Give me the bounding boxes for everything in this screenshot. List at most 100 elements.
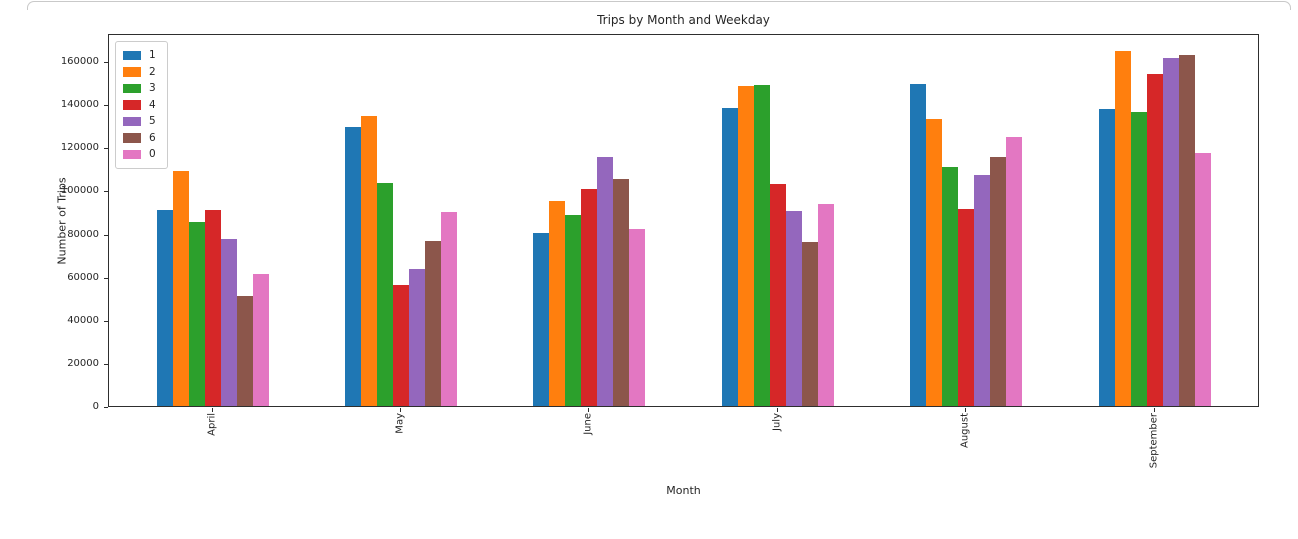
bar-september-weekday-3 (1130, 112, 1147, 406)
x-tick-may (399, 408, 401, 412)
x-tick-september (1153, 408, 1155, 412)
bar-may-weekday-1 (344, 127, 361, 406)
x-axis-label: Month (666, 484, 701, 497)
legend-swatch-6 (123, 133, 141, 143)
x-tick-label-april: April (206, 413, 217, 436)
collapsed-panel-top-border (27, 1, 1291, 10)
x-tick-label-may: May (394, 413, 406, 434)
bar-july-weekday-6 (801, 241, 818, 406)
legend-entry-6: 6 (123, 130, 156, 147)
bar-june-weekday-4 (581, 189, 598, 406)
legend-swatch-5 (123, 116, 141, 126)
y-tick-label-0: 0 (92, 401, 99, 412)
bar-may-weekday-5 (408, 268, 425, 406)
bar-june-weekday-5 (597, 156, 614, 406)
y-tick-label-60000: 60000 (67, 271, 99, 283)
bar-july-weekday-5 (785, 210, 802, 406)
x-tick-label-september: September (1148, 413, 1159, 469)
legend-entry-4: 4 (123, 97, 156, 114)
y-tick-100000 (104, 191, 108, 193)
y-tick-label-140000: 140000 (60, 99, 99, 111)
bar-june-weekday-2 (549, 201, 566, 406)
legend-entry-0: 0 (123, 146, 156, 163)
bar-april-weekday-1 (156, 209, 173, 406)
bar-september-weekday-6 (1178, 55, 1195, 406)
legend-entry-1: 1 (123, 47, 156, 64)
legend-swatch-1 (123, 50, 141, 60)
y-tick-label-160000: 160000 (60, 56, 99, 67)
legend-label-3: 3 (149, 82, 156, 94)
x-tick-june (588, 408, 590, 412)
legend-label-6: 6 (149, 131, 156, 144)
bar-august-weekday-6 (990, 156, 1007, 406)
y-tick-160000 (104, 62, 108, 63)
legend-swatch-2 (123, 67, 141, 77)
bar-june-weekday-0 (629, 229, 646, 406)
legend-label-5: 5 (149, 115, 156, 127)
legend-swatch-4 (123, 100, 141, 110)
bar-april-weekday-6 (236, 296, 253, 406)
legend-label-1: 1 (149, 49, 156, 61)
bar-july-weekday-4 (769, 184, 786, 406)
bar-august-weekday-0 (1006, 137, 1023, 406)
bar-may-weekday-4 (392, 284, 409, 406)
bar-september-weekday-1 (1098, 108, 1115, 406)
bar-april-weekday-5 (220, 238, 237, 406)
bar-may-weekday-3 (376, 183, 393, 406)
y-tick-label-20000: 20000 (67, 357, 99, 369)
x-tick-august (965, 408, 967, 412)
bar-june-weekday-3 (565, 215, 582, 406)
bar-april-weekday-2 (172, 171, 189, 406)
bar-june-weekday-6 (613, 178, 630, 406)
x-tick-label-july: July (771, 413, 783, 431)
bar-july-weekday-3 (753, 84, 770, 406)
legend-swatch-0 (123, 149, 141, 159)
bar-june-weekday-1 (533, 233, 550, 406)
legend-entry-3: 3 (123, 80, 156, 97)
bar-august-weekday-3 (942, 167, 959, 406)
bar-may-weekday-0 (440, 211, 457, 406)
bar-may-weekday-2 (360, 116, 377, 406)
bar-september-weekday-0 (1194, 153, 1211, 406)
x-tick-april (211, 408, 213, 412)
bar-august-weekday-2 (926, 118, 943, 406)
y-tick-0 (104, 407, 108, 408)
bar-july-weekday-2 (737, 85, 754, 406)
y-tick-80000 (104, 234, 108, 236)
legend-label-4: 4 (149, 98, 156, 111)
x-tick-label-june: June (582, 413, 594, 435)
x-tick-july (776, 408, 778, 412)
bar-july-weekday-1 (721, 107, 738, 406)
bar-may-weekday-6 (424, 240, 441, 406)
y-tick-140000 (104, 105, 108, 107)
bar-april-weekday-4 (204, 210, 221, 406)
y-tick-label-40000: 40000 (67, 314, 99, 326)
x-tick-label-august: August (959, 413, 971, 448)
legend-label-0: 0 (149, 148, 156, 160)
legend-entry-5: 5 (123, 113, 156, 130)
y-tick-40000 (104, 320, 108, 322)
bar-august-weekday-1 (910, 83, 927, 406)
plot-area: 1 2 3 4 5 6 0 (108, 34, 1259, 407)
bar-july-weekday-0 (817, 204, 834, 406)
y-tick-20000 (104, 363, 108, 365)
y-tick-label-100000: 100000 (60, 185, 99, 197)
chart-title: Trips by Month and Weekday (597, 13, 770, 27)
y-tick-60000 (104, 277, 108, 279)
legend-entry-2: 2 (123, 64, 156, 81)
bar-august-weekday-5 (974, 174, 991, 406)
legend: 1 2 3 4 5 6 0 (115, 41, 168, 169)
legend-label-2: 2 (149, 65, 156, 78)
y-tick-label-120000: 120000 (60, 142, 99, 154)
bar-april-weekday-0 (252, 274, 269, 406)
y-tick-120000 (104, 148, 108, 150)
bar-april-weekday-3 (188, 221, 205, 406)
bar-september-weekday-4 (1146, 73, 1163, 406)
bar-august-weekday-4 (958, 208, 975, 406)
legend-swatch-3 (123, 83, 141, 93)
y-tick-label-80000: 80000 (67, 228, 99, 240)
bar-september-weekday-2 (1114, 51, 1131, 406)
bar-september-weekday-5 (1162, 58, 1179, 406)
